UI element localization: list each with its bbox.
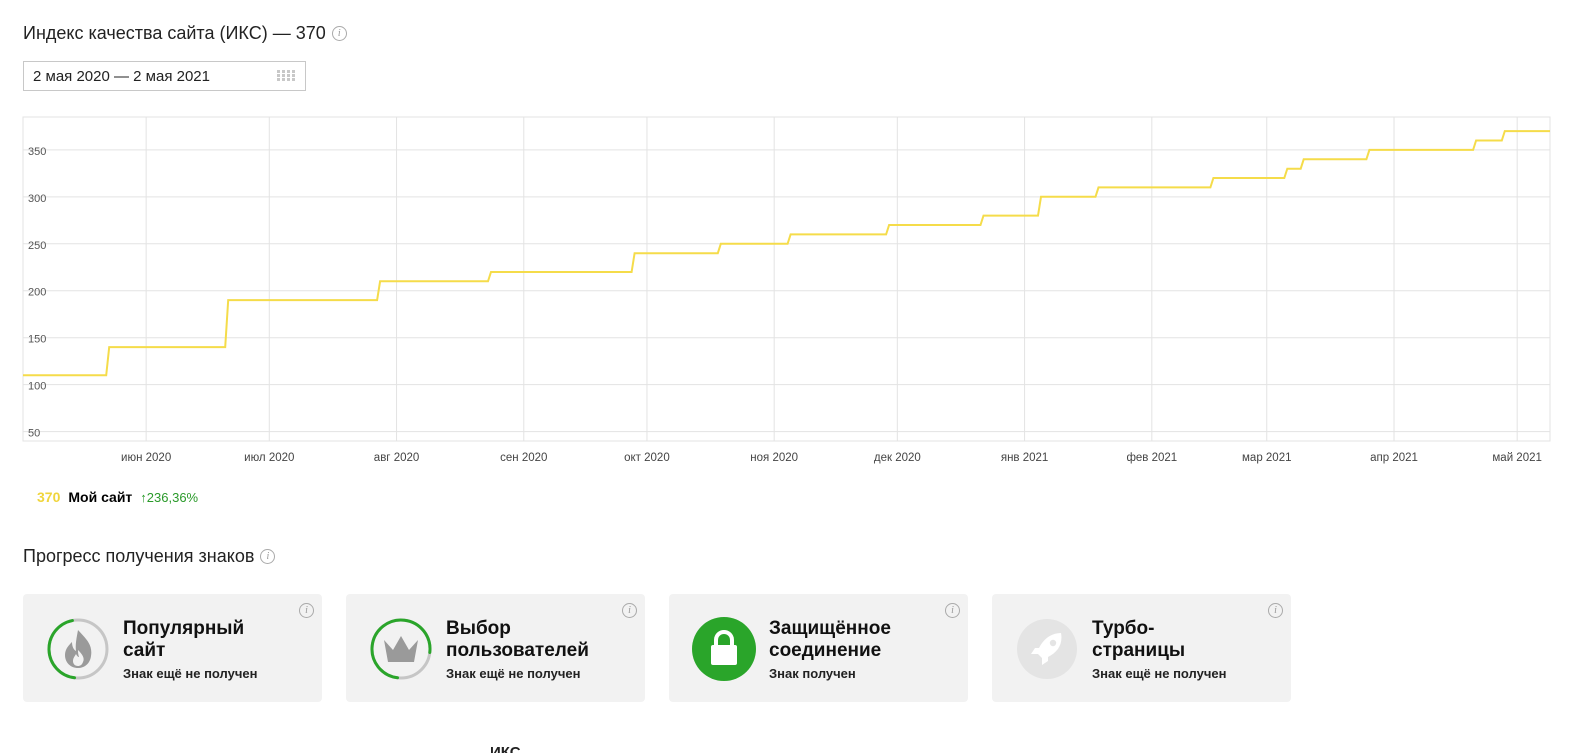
badge-turbo-pages[interactable]: Турбо- страницы Знак ещё не получен i — [992, 594, 1291, 702]
y-tick-label: 50 — [28, 428, 40, 440]
y-tick-label: 300 — [28, 193, 46, 205]
badge-title: Выбор пользователей — [446, 618, 589, 661]
badge-popular-site[interactable]: Популярный сайт Знак ещё не получен i — [23, 594, 322, 702]
info-icon[interactable]: i — [299, 603, 314, 618]
badge-title: Популярный сайт — [123, 618, 245, 661]
info-icon[interactable]: i — [260, 549, 276, 564]
x-tick-label: фев 2021 — [1126, 452, 1177, 464]
x-tick-label: янв 2021 — [1001, 452, 1048, 464]
plot-frame — [22, 116, 1551, 442]
lock-icon — [692, 617, 756, 681]
page-title: Индекс качества сайта (ИКС) — 370 i — [23, 23, 347, 44]
x-tick-label: май 2021 — [1492, 452, 1542, 464]
date-range-picker[interactable]: 2 мая 2020 — 2 мая 2021 — [23, 61, 306, 91]
info-icon[interactable]: i — [331, 26, 347, 41]
legend-series-name: Мой сайт — [68, 489, 133, 505]
badges-section-title: Прогресс получения знаков i — [23, 546, 276, 567]
badge-status: Знак ещё не получен — [123, 666, 258, 681]
badge-title: Защищённое соединение — [769, 618, 891, 661]
flame-icon — [47, 618, 109, 680]
legend-delta: ↑236,36% — [140, 489, 199, 505]
x-tick-label: апр 2021 — [1370, 452, 1418, 464]
page-title-text: Индекс качества сайта (ИКС) — 370 — [23, 23, 326, 43]
chart-svg: 50 100 150 200 250 300 350 июн 2020 июл 2020 авг … — [22, 116, 1551, 464]
x-tick-label: дек 2020 — [874, 452, 921, 464]
y-tick-label: 350 — [28, 146, 46, 158]
y-tick-label: 200 — [28, 287, 46, 299]
chart-legend[interactable]: 370 Мой сайт ↑236,36% — [37, 489, 198, 505]
info-icon[interactable]: i — [945, 603, 960, 618]
x-tick-label: авг 2020 — [374, 452, 419, 464]
crown-icon — [370, 618, 432, 680]
series-line — [22, 130, 1550, 377]
x-tick-label: июл 2020 — [244, 452, 294, 464]
badge-title: Турбо- страницы — [1092, 618, 1186, 661]
badges-section-title-text: Прогресс получения знаков — [23, 546, 255, 566]
badge-secure-connection[interactable]: Защищённое соединение Знак получен i — [669, 594, 968, 702]
y-tick-label: 100 — [28, 381, 46, 393]
x-tick-label: окт 2020 — [624, 452, 670, 464]
legend-value: 370 — [37, 489, 61, 505]
badge-users-choice[interactable]: Выбор пользователей Знак ещё не получен … — [346, 594, 645, 702]
x-tick-label: сен 2020 — [500, 452, 547, 464]
x-tick-label: июн 2020 — [121, 452, 171, 464]
badges-list: Популярный сайт Знак ещё не получен i Вы… — [23, 594, 1291, 702]
calendar-grid-icon — [277, 70, 295, 83]
badge-status: Знак ещё не получен — [446, 666, 581, 681]
badge-status: Знак ещё не получен — [1092, 666, 1227, 681]
x-tick-label: ноя 2020 — [750, 452, 798, 464]
iks-chart: 50 100 150 200 250 300 350 июн 2020 июл 2020 авг … — [0, 110, 1572, 470]
y-tick-label: 250 — [28, 240, 46, 252]
table-header-row-partial: ИКС — [0, 740, 1572, 753]
y-tick-label: 150 — [28, 334, 46, 346]
badge-status: Знак получен — [769, 666, 856, 681]
date-range-value: 2 мая 2020 — 2 мая 2021 — [33, 67, 210, 85]
info-icon[interactable]: i — [1268, 603, 1283, 618]
info-icon[interactable]: i — [622, 603, 637, 618]
x-tick-label: мар 2021 — [1242, 452, 1291, 464]
column-header-iks[interactable]: ИКС — [490, 744, 521, 753]
rocket-icon — [1017, 619, 1077, 679]
